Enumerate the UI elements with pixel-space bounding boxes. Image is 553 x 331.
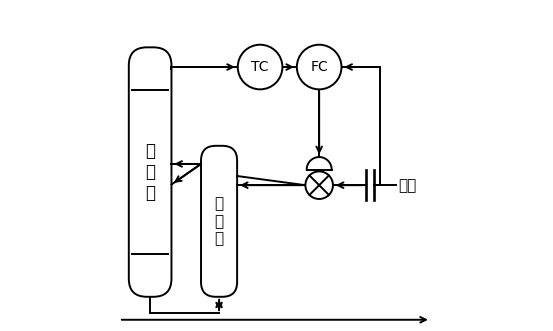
Text: 蒸
馏
塔: 蒸 馏 塔 [145,142,155,202]
Circle shape [238,45,283,89]
FancyBboxPatch shape [129,47,171,297]
Text: TC: TC [252,60,269,74]
Circle shape [297,45,342,89]
Text: 蒸汽: 蒸汽 [398,178,416,193]
FancyBboxPatch shape [201,146,237,297]
Circle shape [305,171,333,199]
Text: FC: FC [310,60,328,74]
Text: 再
沸
器: 再 沸 器 [215,196,223,246]
